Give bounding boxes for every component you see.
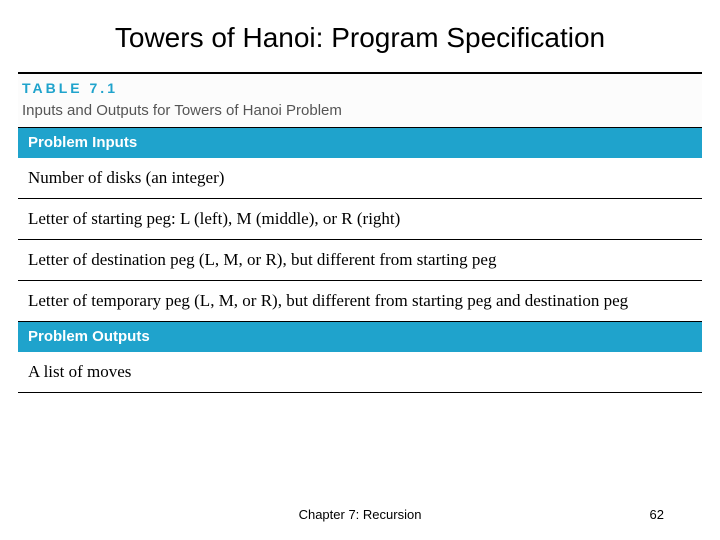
- table-label-row: TABLE 7.1: [18, 72, 702, 100]
- table-row: Letter of starting peg: L (left), M (mid…: [18, 199, 702, 240]
- table-row: Letter of destination peg (L, M, or R), …: [18, 240, 702, 281]
- table-row: A list of moves: [18, 352, 702, 393]
- table-row: Letter of temporary peg (L, M, or R), bu…: [18, 281, 702, 322]
- section-header-inputs: Problem Inputs: [18, 128, 702, 158]
- footer-chapter: Chapter 7: Recursion: [0, 507, 720, 522]
- footer-page-number: 62: [650, 507, 664, 522]
- table-row: Number of disks (an integer): [18, 158, 702, 199]
- table-label: TABLE 7.1: [22, 80, 118, 96]
- spec-table: TABLE 7.1 Inputs and Outputs for Towers …: [18, 72, 702, 393]
- slide-title: Towers of Hanoi: Program Specification: [0, 0, 720, 72]
- section-header-outputs: Problem Outputs: [18, 322, 702, 352]
- table-caption: Inputs and Outputs for Towers of Hanoi P…: [18, 100, 702, 128]
